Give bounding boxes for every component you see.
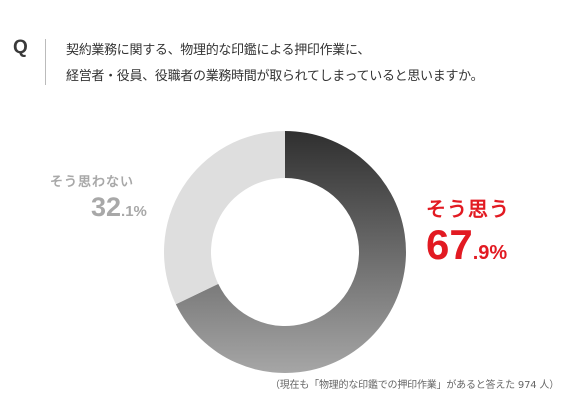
slice-value-no-integer: 32 xyxy=(91,192,122,222)
slice-value-yes-decimal: .9% xyxy=(472,242,508,264)
slice-value-yes: 67.9% xyxy=(426,222,507,277)
question-text: 契約業務に関する、物理的な印鑑による押印作業に、 経営者・役員、役職者の業務時間… xyxy=(66,38,571,90)
question-line-1: 契約業務に関する、物理的な印鑑による押印作業に、 xyxy=(66,43,371,58)
slice-label-yes: そう思う xyxy=(426,197,510,221)
question-divider xyxy=(45,39,46,85)
question-mark: Q xyxy=(13,37,28,58)
slice-label-no: そう思わない xyxy=(50,175,135,190)
donut-slice-yes xyxy=(175,131,406,373)
donut-slice-no xyxy=(163,131,285,305)
question-line-2: 経営者・役員、役職者の業務時間が取られてしまっていると思いますか。 xyxy=(66,69,484,84)
donut-slices xyxy=(163,131,406,373)
slice-value-no-decimal: .1% xyxy=(121,203,147,220)
slice-value-no: 32.1% xyxy=(91,192,147,227)
chart-footnote: （現在も「物理的な印鑑での押印作業」があると答えた 974 人） xyxy=(269,380,559,391)
slice-value-yes-integer: 67 xyxy=(426,221,473,268)
